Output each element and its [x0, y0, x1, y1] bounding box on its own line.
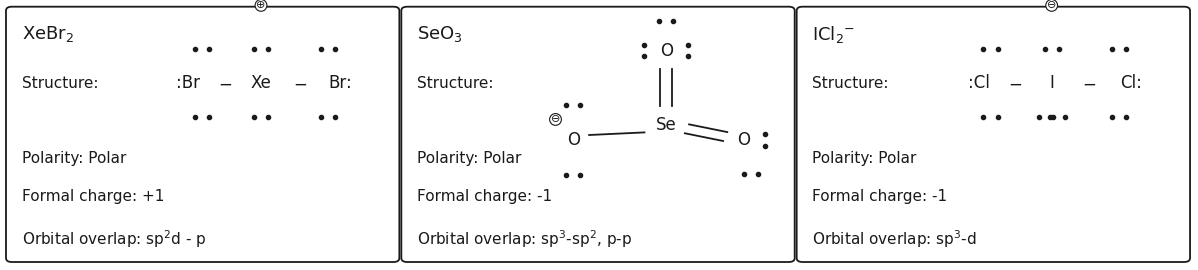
Text: O: O — [737, 131, 750, 149]
Text: Formal charge: +1: Formal charge: +1 — [22, 190, 164, 204]
Text: O: O — [660, 42, 673, 60]
Text: ⊕: ⊕ — [256, 0, 266, 11]
Text: Formal charge: -1: Formal charge: -1 — [812, 190, 948, 204]
Text: Orbital overlap: sp$^3$-sp$^2$, p-p: Orbital overlap: sp$^3$-sp$^2$, p-p — [417, 228, 633, 250]
Text: SeO$_3$: SeO$_3$ — [417, 23, 462, 43]
Text: Structure:: Structure: — [812, 76, 889, 91]
FancyBboxPatch shape — [797, 7, 1190, 262]
Text: XeBr$_2$: XeBr$_2$ — [22, 23, 74, 43]
Text: Polarity: Polar: Polarity: Polar — [812, 151, 916, 166]
Text: $-$: $-$ — [294, 74, 308, 92]
Text: Polarity: Polar: Polarity: Polar — [22, 151, 126, 166]
FancyBboxPatch shape — [6, 7, 399, 262]
Text: ICl$_2$$^{-}$: ICl$_2$$^{-}$ — [812, 23, 855, 45]
Text: Cl:: Cl: — [1120, 74, 1142, 92]
Text: :Br: :Br — [176, 74, 200, 92]
Text: Polarity: Polar: Polarity: Polar — [417, 151, 521, 166]
Text: $-$: $-$ — [218, 74, 232, 92]
Text: I: I — [1049, 74, 1054, 92]
Text: ⊖: ⊖ — [1047, 0, 1057, 11]
Text: Br:: Br: — [328, 74, 352, 92]
Text: $-$: $-$ — [1082, 74, 1096, 92]
Text: Orbital overlap: sp$^2$d - p: Orbital overlap: sp$^2$d - p — [22, 228, 206, 250]
Text: $-$: $-$ — [1009, 74, 1022, 92]
Text: Se: Se — [655, 116, 677, 134]
Text: O: O — [567, 131, 580, 149]
Text: Formal charge: -1: Formal charge: -1 — [417, 190, 552, 204]
Text: Structure:: Structure: — [22, 76, 98, 91]
Text: :Cl: :Cl — [968, 74, 990, 92]
Text: Structure:: Structure: — [417, 76, 494, 91]
Text: Xe: Xe — [250, 74, 272, 92]
FancyBboxPatch shape — [401, 7, 794, 262]
Text: ⊖: ⊖ — [551, 114, 561, 124]
Text: Orbital overlap: sp$^3$-d: Orbital overlap: sp$^3$-d — [812, 228, 978, 250]
